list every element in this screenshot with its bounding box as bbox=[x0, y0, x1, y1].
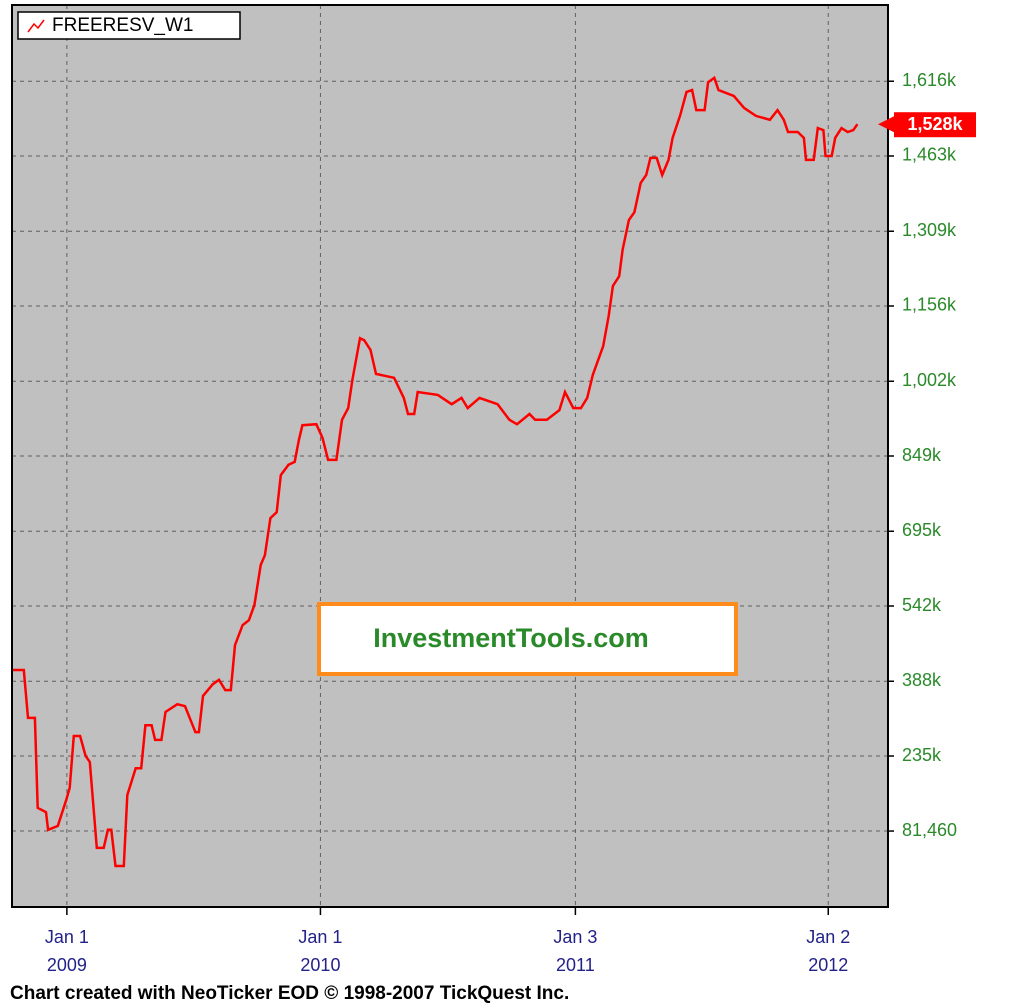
x-tick-label: Jan 3 bbox=[553, 927, 597, 947]
legend: FREERESV_W1 bbox=[17, 11, 241, 40]
x-tick-label: Jan 1 bbox=[45, 927, 89, 947]
x-tick-year: 2009 bbox=[47, 955, 87, 975]
last-value-marker bbox=[878, 116, 894, 133]
y-tick-label: 81,460 bbox=[902, 820, 957, 840]
x-tick-year: 2012 bbox=[808, 955, 848, 975]
legend-label: FREERESV_W1 bbox=[52, 15, 193, 36]
y-tick-label: 388k bbox=[902, 670, 942, 690]
y-tick-label: 1,463k bbox=[902, 145, 957, 165]
marks bbox=[12, 75, 859, 868]
credit: Chart created with NeoTicker EOD © 1998-… bbox=[10, 983, 569, 1004]
watermark: InvestmentTools.com bbox=[317, 602, 738, 676]
x-tick-label: Jan 2 bbox=[806, 927, 850, 947]
grid bbox=[12, 5, 888, 907]
watermark-text: InvestmentTools.com bbox=[373, 623, 649, 653]
legend-swatch bbox=[27, 19, 45, 33]
last-value-box bbox=[894, 112, 976, 138]
y-tick-label: 695k bbox=[902, 520, 942, 540]
last-value-label: 1,528k bbox=[907, 114, 963, 134]
watermark-box bbox=[317, 602, 738, 676]
y-tick-label: 1,002k bbox=[902, 370, 957, 390]
series-line bbox=[12, 75, 859, 868]
x-tick-label: Jan 1 bbox=[298, 927, 342, 947]
y-tick-label: 1,616k bbox=[902, 70, 957, 90]
legend-box bbox=[17, 11, 241, 40]
last-value-badge: 1,528k bbox=[878, 112, 976, 138]
y-tick-label: 235k bbox=[902, 745, 942, 765]
y-tick-label: 1,309k bbox=[902, 220, 957, 240]
x-tick-year: 2011 bbox=[556, 955, 595, 975]
y-tick-label: 542k bbox=[902, 595, 942, 615]
y-tick-label: 1,156k bbox=[902, 295, 957, 315]
x-tick-year: 2010 bbox=[300, 955, 340, 975]
y-tick-label: 849k bbox=[902, 445, 942, 465]
